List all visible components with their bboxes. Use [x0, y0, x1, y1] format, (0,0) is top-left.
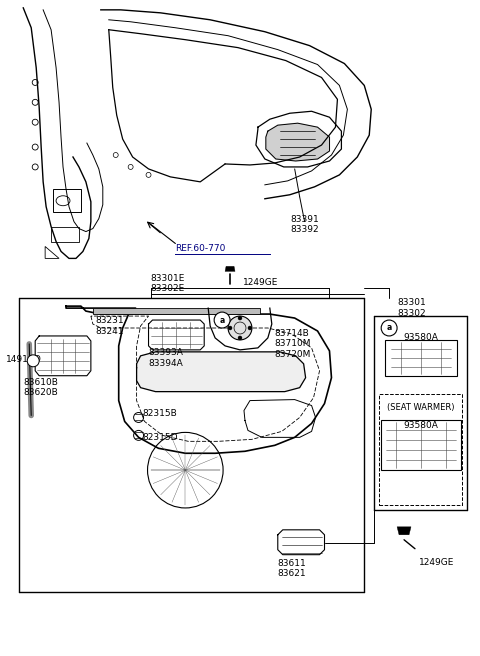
- Circle shape: [228, 316, 252, 340]
- Text: 83391
83392: 83391 83392: [290, 215, 319, 234]
- Circle shape: [228, 326, 232, 330]
- Text: 93580A: 93580A: [404, 421, 438, 430]
- Text: 1491AD: 1491AD: [6, 356, 42, 364]
- Text: 1249GE: 1249GE: [419, 558, 455, 567]
- Text: a: a: [219, 316, 225, 325]
- Text: 93580A: 93580A: [404, 333, 438, 342]
- Polygon shape: [225, 266, 235, 272]
- Text: a: a: [386, 323, 392, 333]
- Circle shape: [238, 316, 242, 320]
- Polygon shape: [266, 123, 329, 161]
- Circle shape: [27, 355, 39, 367]
- Text: 83714B
83710M
83720M: 83714B 83710M 83720M: [275, 329, 312, 359]
- Text: 83301E
83302E: 83301E 83302E: [151, 274, 185, 293]
- Circle shape: [381, 320, 397, 336]
- Polygon shape: [397, 527, 411, 535]
- Text: 83301
83302: 83301 83302: [397, 298, 426, 318]
- Text: 83611
83621: 83611 83621: [278, 559, 307, 578]
- Circle shape: [238, 336, 242, 340]
- Circle shape: [248, 326, 252, 330]
- Text: REF.60-770: REF.60-770: [175, 244, 226, 253]
- Text: 82315D: 82315D: [143, 433, 178, 442]
- Circle shape: [214, 312, 230, 328]
- Text: 83231
83241: 83231 83241: [96, 316, 124, 336]
- Text: 1249GE: 1249GE: [243, 277, 278, 287]
- Polygon shape: [93, 308, 260, 314]
- Text: (SEAT WARMER): (SEAT WARMER): [387, 403, 455, 412]
- Text: 83393A
83394A: 83393A 83394A: [148, 348, 183, 367]
- Text: 82315B: 82315B: [143, 409, 177, 418]
- Text: 83610B
83620B: 83610B 83620B: [23, 378, 58, 398]
- Polygon shape: [137, 352, 306, 392]
